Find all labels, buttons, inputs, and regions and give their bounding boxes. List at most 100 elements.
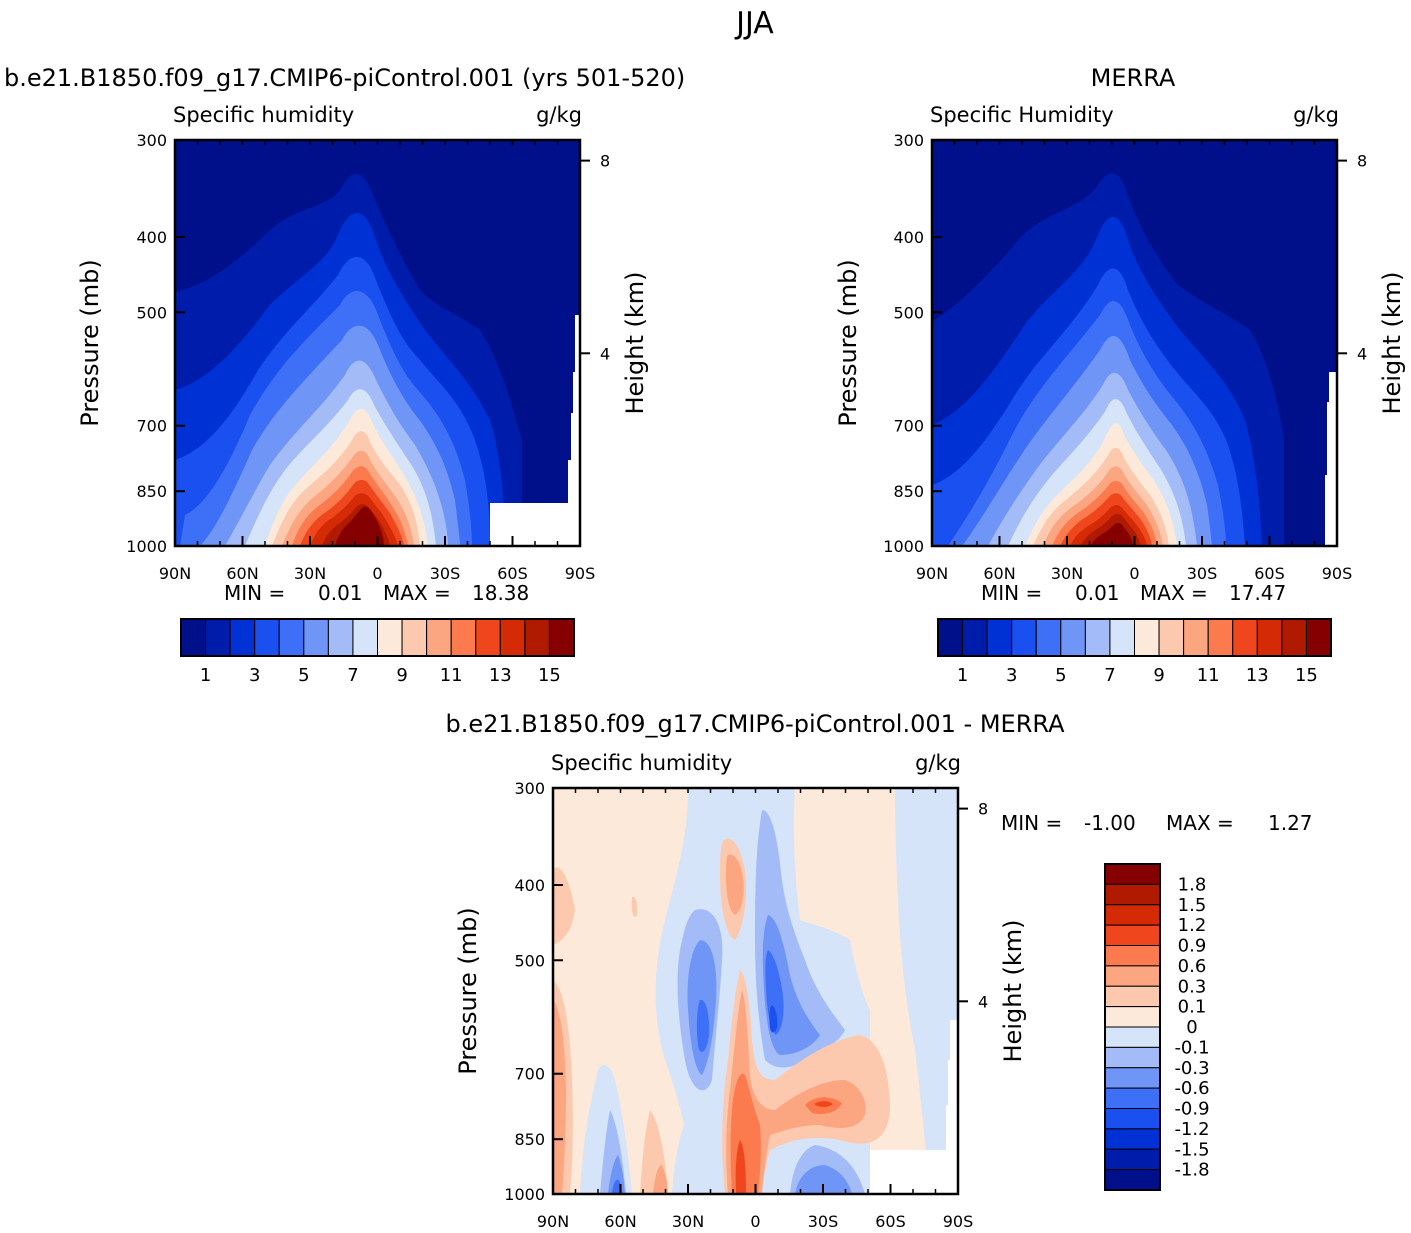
panel-merra-max: 17.47 (1229, 581, 1286, 605)
panel-merra-variable: Specific Humidity (930, 103, 1114, 127)
x-tick-label: 60S (1254, 564, 1285, 583)
y-tick-label: 400 (514, 876, 545, 895)
colorbar-swatch (278, 618, 305, 657)
x-tick-label: 30S (430, 564, 461, 583)
y-tick-label: 300 (514, 779, 545, 798)
colorbar-label: -0.9 (1174, 1099, 1209, 1120)
panel-model-colorbar: 1 3 5 7 9 11 13 15 (180, 618, 575, 686)
colorbar-label: -0.3 (1174, 1058, 1209, 1079)
y-tick-label: 850 (514, 1130, 545, 1149)
colorbar-swatch (1134, 618, 1160, 657)
y-tick-label: 300 (136, 131, 167, 150)
colorbar-swatch (1232, 618, 1258, 657)
panel-model-title: b.e21.B1850.f09_g17.CMIP6-piControl.001 … (4, 64, 685, 92)
y-tick-label: 1000 (126, 537, 167, 556)
panel-model-min-label: MIN = (224, 581, 285, 605)
panel-model-max-label: MAX = (383, 581, 451, 605)
y-tick-label: 700 (893, 417, 924, 436)
colorbar-label: 1.5 (1178, 895, 1207, 916)
panel-diff: b.e21.B1850.f09_g17.CMIP6-piControl.001 … (446, 710, 1313, 1231)
x-tick-label: 90N (916, 564, 948, 583)
panel-diff-title: b.e21.B1850.f09_g17.CMIP6-piControl.001 … (446, 710, 1066, 738)
colorbar-label: 1.8 (1178, 874, 1207, 895)
colorbar-label: 9 (1153, 665, 1164, 686)
x-tick-label: 90S (565, 564, 596, 583)
colorbar-swatch (1060, 618, 1086, 657)
colorbar-label: 15 (1295, 665, 1318, 686)
panel-model-max: 18.38 (472, 581, 529, 605)
colorbar-swatch (1084, 618, 1111, 657)
y-tick-label: 700 (514, 1065, 545, 1084)
colorbar-swatch (1104, 1087, 1161, 1109)
y-tick-label: 850 (893, 482, 924, 501)
panel-model-variable: Specific humidity (173, 103, 354, 127)
colorbar-swatch (254, 618, 280, 657)
colorbar-swatch (1158, 618, 1185, 657)
colorbar-swatch (1104, 1108, 1161, 1130)
y-right-tick-label: 4 (600, 344, 610, 363)
x-tick-label: 60N (226, 564, 258, 583)
panel-model-min: 0.01 (318, 581, 363, 605)
x-tick-label: 90S (1322, 564, 1353, 583)
y-right-tick-label: 8 (600, 152, 610, 171)
panel-model-contours (175, 140, 580, 546)
panel-diff-max: 1.27 (1268, 811, 1313, 835)
y-right-tick-label: 4 (1357, 344, 1367, 363)
colorbar-swatch (1104, 1067, 1161, 1089)
x-tick-label: 30S (808, 1212, 839, 1231)
x-tick-label: 30N (1051, 564, 1083, 583)
colorbar-label: 13 (1246, 665, 1269, 686)
panel-model: b.e21.B1850.f09_g17.CMIP6-piControl.001 … (4, 64, 685, 686)
y-tick-label: 500 (514, 951, 545, 970)
colorbar-label: 1 (957, 665, 968, 686)
colorbar-swatch (1104, 924, 1161, 946)
x-tick-label: 90N (537, 1212, 569, 1231)
colorbar-swatch (327, 618, 354, 657)
y-tick-label: 1000 (504, 1185, 545, 1204)
panel-model-ylabel: Pressure (mb) (76, 259, 104, 426)
panel-merra-title: MERRA (1091, 64, 1176, 92)
colorbar-swatch (377, 618, 403, 657)
colorbar-label: -1.5 (1174, 1139, 1209, 1160)
x-tick-label: 60N (983, 564, 1015, 583)
panel-diff-min: -1.00 (1084, 811, 1136, 835)
colorbar-swatch (426, 618, 452, 657)
panel-diff-colorbar: 1.81.51.20.90.60.30.10-0.1-0.3-0.6-0.9-1… (1104, 863, 1210, 1191)
colorbar-label: 11 (1197, 665, 1220, 686)
panel-diff-units: g/kg (915, 751, 961, 775)
colorbar-swatch (1104, 1026, 1161, 1048)
x-tick-label: 0 (1129, 564, 1139, 583)
x-tick-label: 90N (159, 564, 191, 583)
colorbar-label: 15 (538, 665, 561, 686)
colorbar-label: 1 (200, 665, 211, 686)
colorbar-swatch (548, 618, 575, 657)
colorbar-swatch (499, 618, 526, 657)
colorbar-label: 1.2 (1178, 915, 1207, 936)
y-tick-label: 500 (893, 303, 924, 322)
y-tick-label: 850 (136, 482, 167, 501)
colorbar-swatch (1104, 1169, 1161, 1191)
x-tick-label: 30N (672, 1212, 704, 1231)
panel-merra-units: g/kg (1293, 103, 1339, 127)
colorbar-label: 0.3 (1178, 976, 1207, 997)
colorbar-swatch (450, 618, 477, 657)
colorbar-label: 3 (249, 665, 260, 686)
y-tick-label: 1000 (883, 537, 924, 556)
x-tick-label: 0 (372, 564, 382, 583)
y-right-tick-label: 4 (978, 992, 988, 1011)
colorbar-swatch (1104, 904, 1161, 926)
panel-diff-ylabel-right: Height (km) (999, 920, 1027, 1063)
x-tick-label: 60N (604, 1212, 636, 1231)
x-tick-label: 30S (1187, 564, 1218, 583)
colorbar-label: 7 (347, 665, 358, 686)
colorbar-swatch (1305, 618, 1332, 657)
panel-merra-colorbar: 1 3 5 7 9 11 13 15 (937, 618, 1332, 686)
colorbar-label: -0.1 (1174, 1037, 1209, 1058)
colorbar-label: 0.6 (1178, 956, 1207, 977)
colorbar-swatch (1035, 618, 1062, 657)
y-tick-label: 500 (136, 303, 167, 322)
colorbar-swatch (1104, 863, 1161, 885)
colorbar-label: -0.6 (1174, 1078, 1209, 1099)
panel-model-units: g/kg (536, 103, 582, 127)
colorbar-swatch (1256, 618, 1283, 657)
